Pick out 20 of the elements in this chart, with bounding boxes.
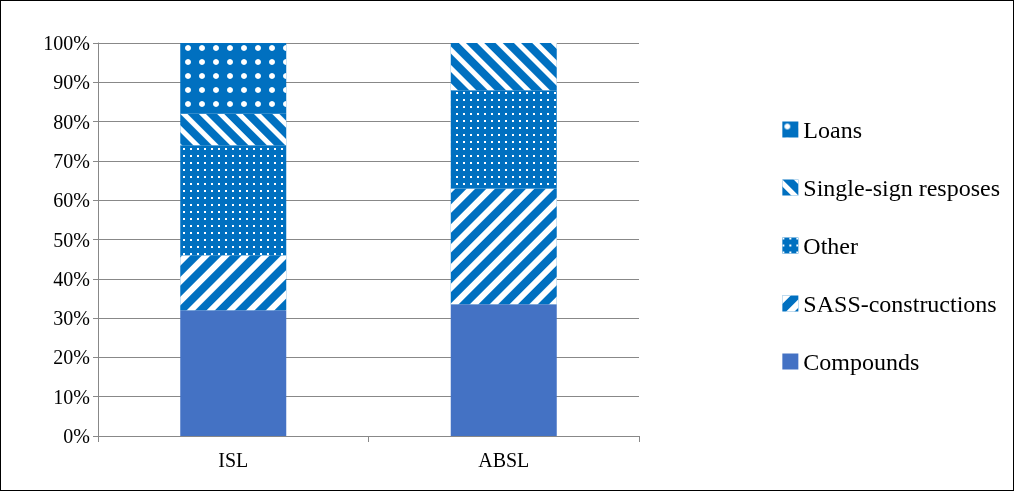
y-tick-label: 20%: [53, 346, 90, 369]
y-tick-label: 70%: [53, 149, 90, 172]
legend-label: SASS-constructions: [803, 290, 997, 317]
y-tick-label: 50%: [53, 228, 90, 251]
x-tick-label: ISL: [218, 449, 249, 471]
y-tick-label: 40%: [53, 267, 90, 290]
y-tick-label: 0%: [63, 425, 90, 447]
bar: [450, 304, 557, 436]
legend-label: Loans: [803, 116, 862, 143]
y-tick-label: 60%: [53, 189, 90, 212]
y-tick-label: 90%: [53, 71, 90, 94]
y-tick-label: 10%: [53, 385, 90, 408]
legend-label: Compounds: [803, 348, 920, 375]
y-tick-label: 30%: [53, 307, 90, 330]
y-tick-label: 100%: [43, 32, 90, 54]
legend-label: Other: [803, 232, 858, 259]
y-tick-label: 80%: [53, 110, 90, 133]
bar: [180, 310, 287, 436]
x-tick-label: ABSL: [478, 449, 530, 471]
legend-label: Single-sign resposes: [803, 174, 1000, 201]
